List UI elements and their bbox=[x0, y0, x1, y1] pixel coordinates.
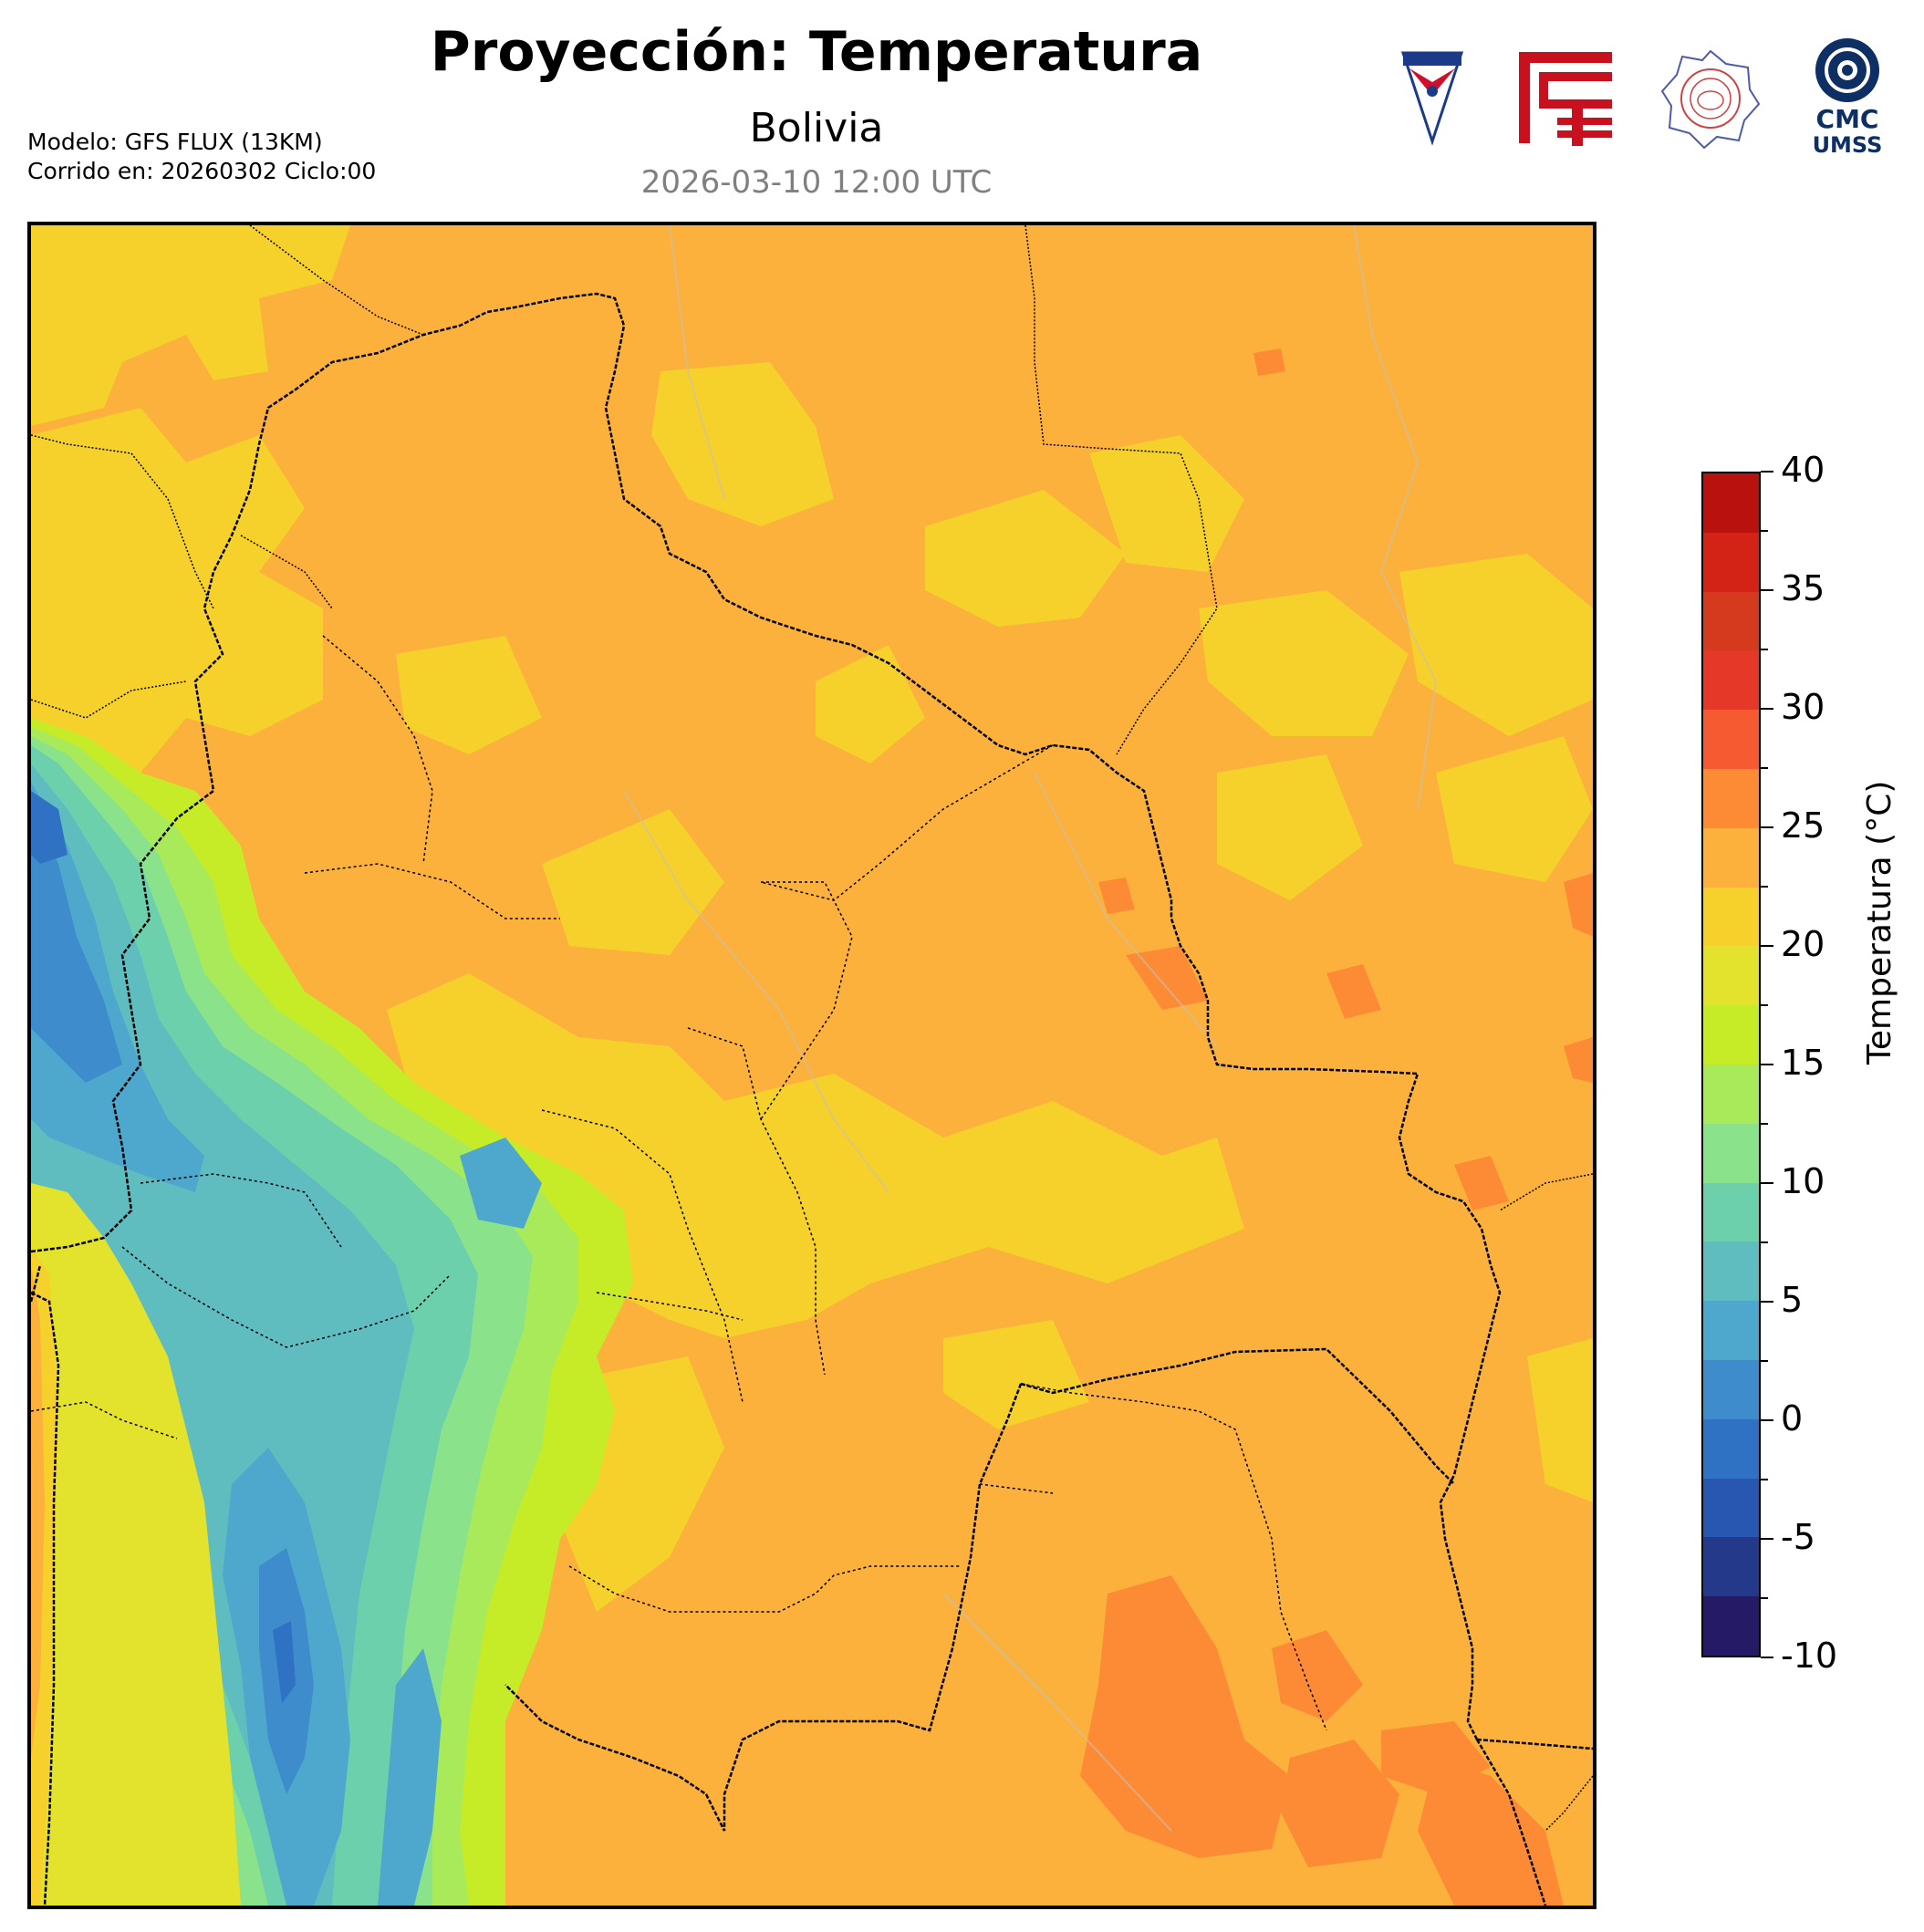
colorbar-tick-label: 35 bbox=[1781, 568, 1825, 608]
colorbar-tick bbox=[1761, 886, 1768, 888]
colorbar-segment bbox=[1703, 826, 1759, 888]
svg-text:UMSS: UMSS bbox=[1813, 132, 1883, 158]
colorbar-tick bbox=[1761, 826, 1773, 828]
colorbar-segment bbox=[1703, 1359, 1759, 1419]
chart-subtitle: Bolivia bbox=[749, 105, 884, 151]
chart-title: Proyección: Temperatura bbox=[430, 20, 1203, 84]
colorbar-segment bbox=[1703, 531, 1759, 592]
colorbar-tick-label: -5 bbox=[1781, 1517, 1815, 1557]
colorbar-tick-label: 15 bbox=[1781, 1043, 1825, 1083]
colorbar-tick-label: 40 bbox=[1781, 450, 1825, 490]
colorbar-tick-label: 25 bbox=[1781, 805, 1825, 846]
colorbar-segment bbox=[1703, 1064, 1759, 1124]
colorbar-segment bbox=[1703, 1241, 1759, 1302]
run-line: Corrido en: 20260302 Ciclo:00 bbox=[27, 158, 377, 184]
colorbar-segment bbox=[1703, 886, 1759, 947]
contour-minus-2-5 bbox=[31, 791, 68, 864]
colorbar-tick-label: 30 bbox=[1781, 687, 1825, 727]
contour-2-5-c bbox=[378, 1648, 442, 1906]
colorbar-label: Temperatura (°C) bbox=[1861, 780, 1898, 1065]
fcyt-logo bbox=[1519, 50, 1615, 146]
model-info: Modelo: GFS FLUX (13KM) Corrido en: 2026… bbox=[27, 128, 376, 186]
colorbar-tick bbox=[1761, 589, 1773, 591]
contour-minus-2-5-b bbox=[273, 1621, 296, 1703]
colorbar-tick bbox=[1761, 1538, 1773, 1540]
colorbar-tick bbox=[1761, 1004, 1768, 1006]
colorbar-segment bbox=[1703, 945, 1759, 1006]
colorbar-tick bbox=[1761, 1419, 1773, 1421]
colorbar-tick bbox=[1761, 471, 1773, 473]
colorbar-tick bbox=[1761, 1182, 1773, 1184]
colorbar-tick bbox=[1761, 1064, 1773, 1065]
colorbar-segment bbox=[1703, 649, 1759, 711]
colorbar-segment bbox=[1703, 1004, 1759, 1065]
colorbar-tick-label: 20 bbox=[1781, 924, 1825, 964]
colorbar-segment bbox=[1703, 1536, 1759, 1597]
hot-patches bbox=[1080, 348, 1593, 1906]
colorbar-segment bbox=[1703, 1595, 1759, 1656]
colorbar-tick-label: -10 bbox=[1781, 1636, 1838, 1676]
rivers bbox=[623, 225, 1438, 1832]
colorbar bbox=[1701, 472, 1761, 1657]
colorbar-tick bbox=[1761, 530, 1768, 532]
colorbar-segment bbox=[1703, 1300, 1759, 1360]
colorbar-tick-label: 10 bbox=[1781, 1161, 1825, 1201]
colorbar-segment bbox=[1703, 473, 1759, 533]
colorbar-segment bbox=[1703, 590, 1759, 651]
colorbar-tick-label: 5 bbox=[1781, 1280, 1804, 1320]
umss-shield-logo bbox=[1400, 50, 1464, 146]
neighbour-borders bbox=[31, 225, 1593, 1832]
coastal-strip bbox=[31, 1183, 241, 1906]
contour-2-5-a bbox=[31, 782, 204, 1192]
cmc-umss-logo: CMC UMSS bbox=[1806, 36, 1888, 160]
colorbar-tick bbox=[1761, 1657, 1773, 1658]
department-borders bbox=[31, 635, 1327, 1731]
departamento-fisica-seal bbox=[1660, 47, 1761, 150]
colorbar-tick bbox=[1761, 649, 1768, 650]
colorbar-tick bbox=[1761, 1123, 1768, 1125]
contour-0-a bbox=[31, 809, 122, 1083]
colorbar-tick bbox=[1761, 945, 1773, 947]
colorbar-tick bbox=[1761, 1301, 1773, 1303]
colorbar-segment bbox=[1703, 768, 1759, 828]
colorbar-tick bbox=[1761, 1241, 1768, 1243]
colorbar-tick bbox=[1761, 1479, 1768, 1480]
contour-2-5-d bbox=[460, 1137, 542, 1229]
colorbar-tick bbox=[1761, 1360, 1768, 1362]
colorbar-tick bbox=[1761, 1597, 1768, 1599]
colorbar-segment bbox=[1703, 1418, 1759, 1479]
colorbar-tick bbox=[1761, 767, 1768, 769]
colorbar-segment bbox=[1703, 1181, 1759, 1242]
colorbar-segment bbox=[1703, 1122, 1759, 1183]
model-line: Modelo: GFS FLUX (13KM) bbox=[27, 129, 323, 155]
national-borders bbox=[31, 292, 1593, 1906]
colorbar-tick bbox=[1761, 708, 1773, 710]
colorbar-tick-label: 0 bbox=[1781, 1398, 1804, 1439]
colorbar-segment bbox=[1703, 1477, 1759, 1538]
svg-text:CMC: CMC bbox=[1816, 104, 1879, 134]
ocean-warm bbox=[31, 1265, 45, 1758]
colorbar-segment bbox=[1703, 709, 1759, 769]
valid-time: 2026-03-10 12:00 UTC bbox=[640, 164, 993, 201]
temperature-map bbox=[27, 222, 1596, 1909]
